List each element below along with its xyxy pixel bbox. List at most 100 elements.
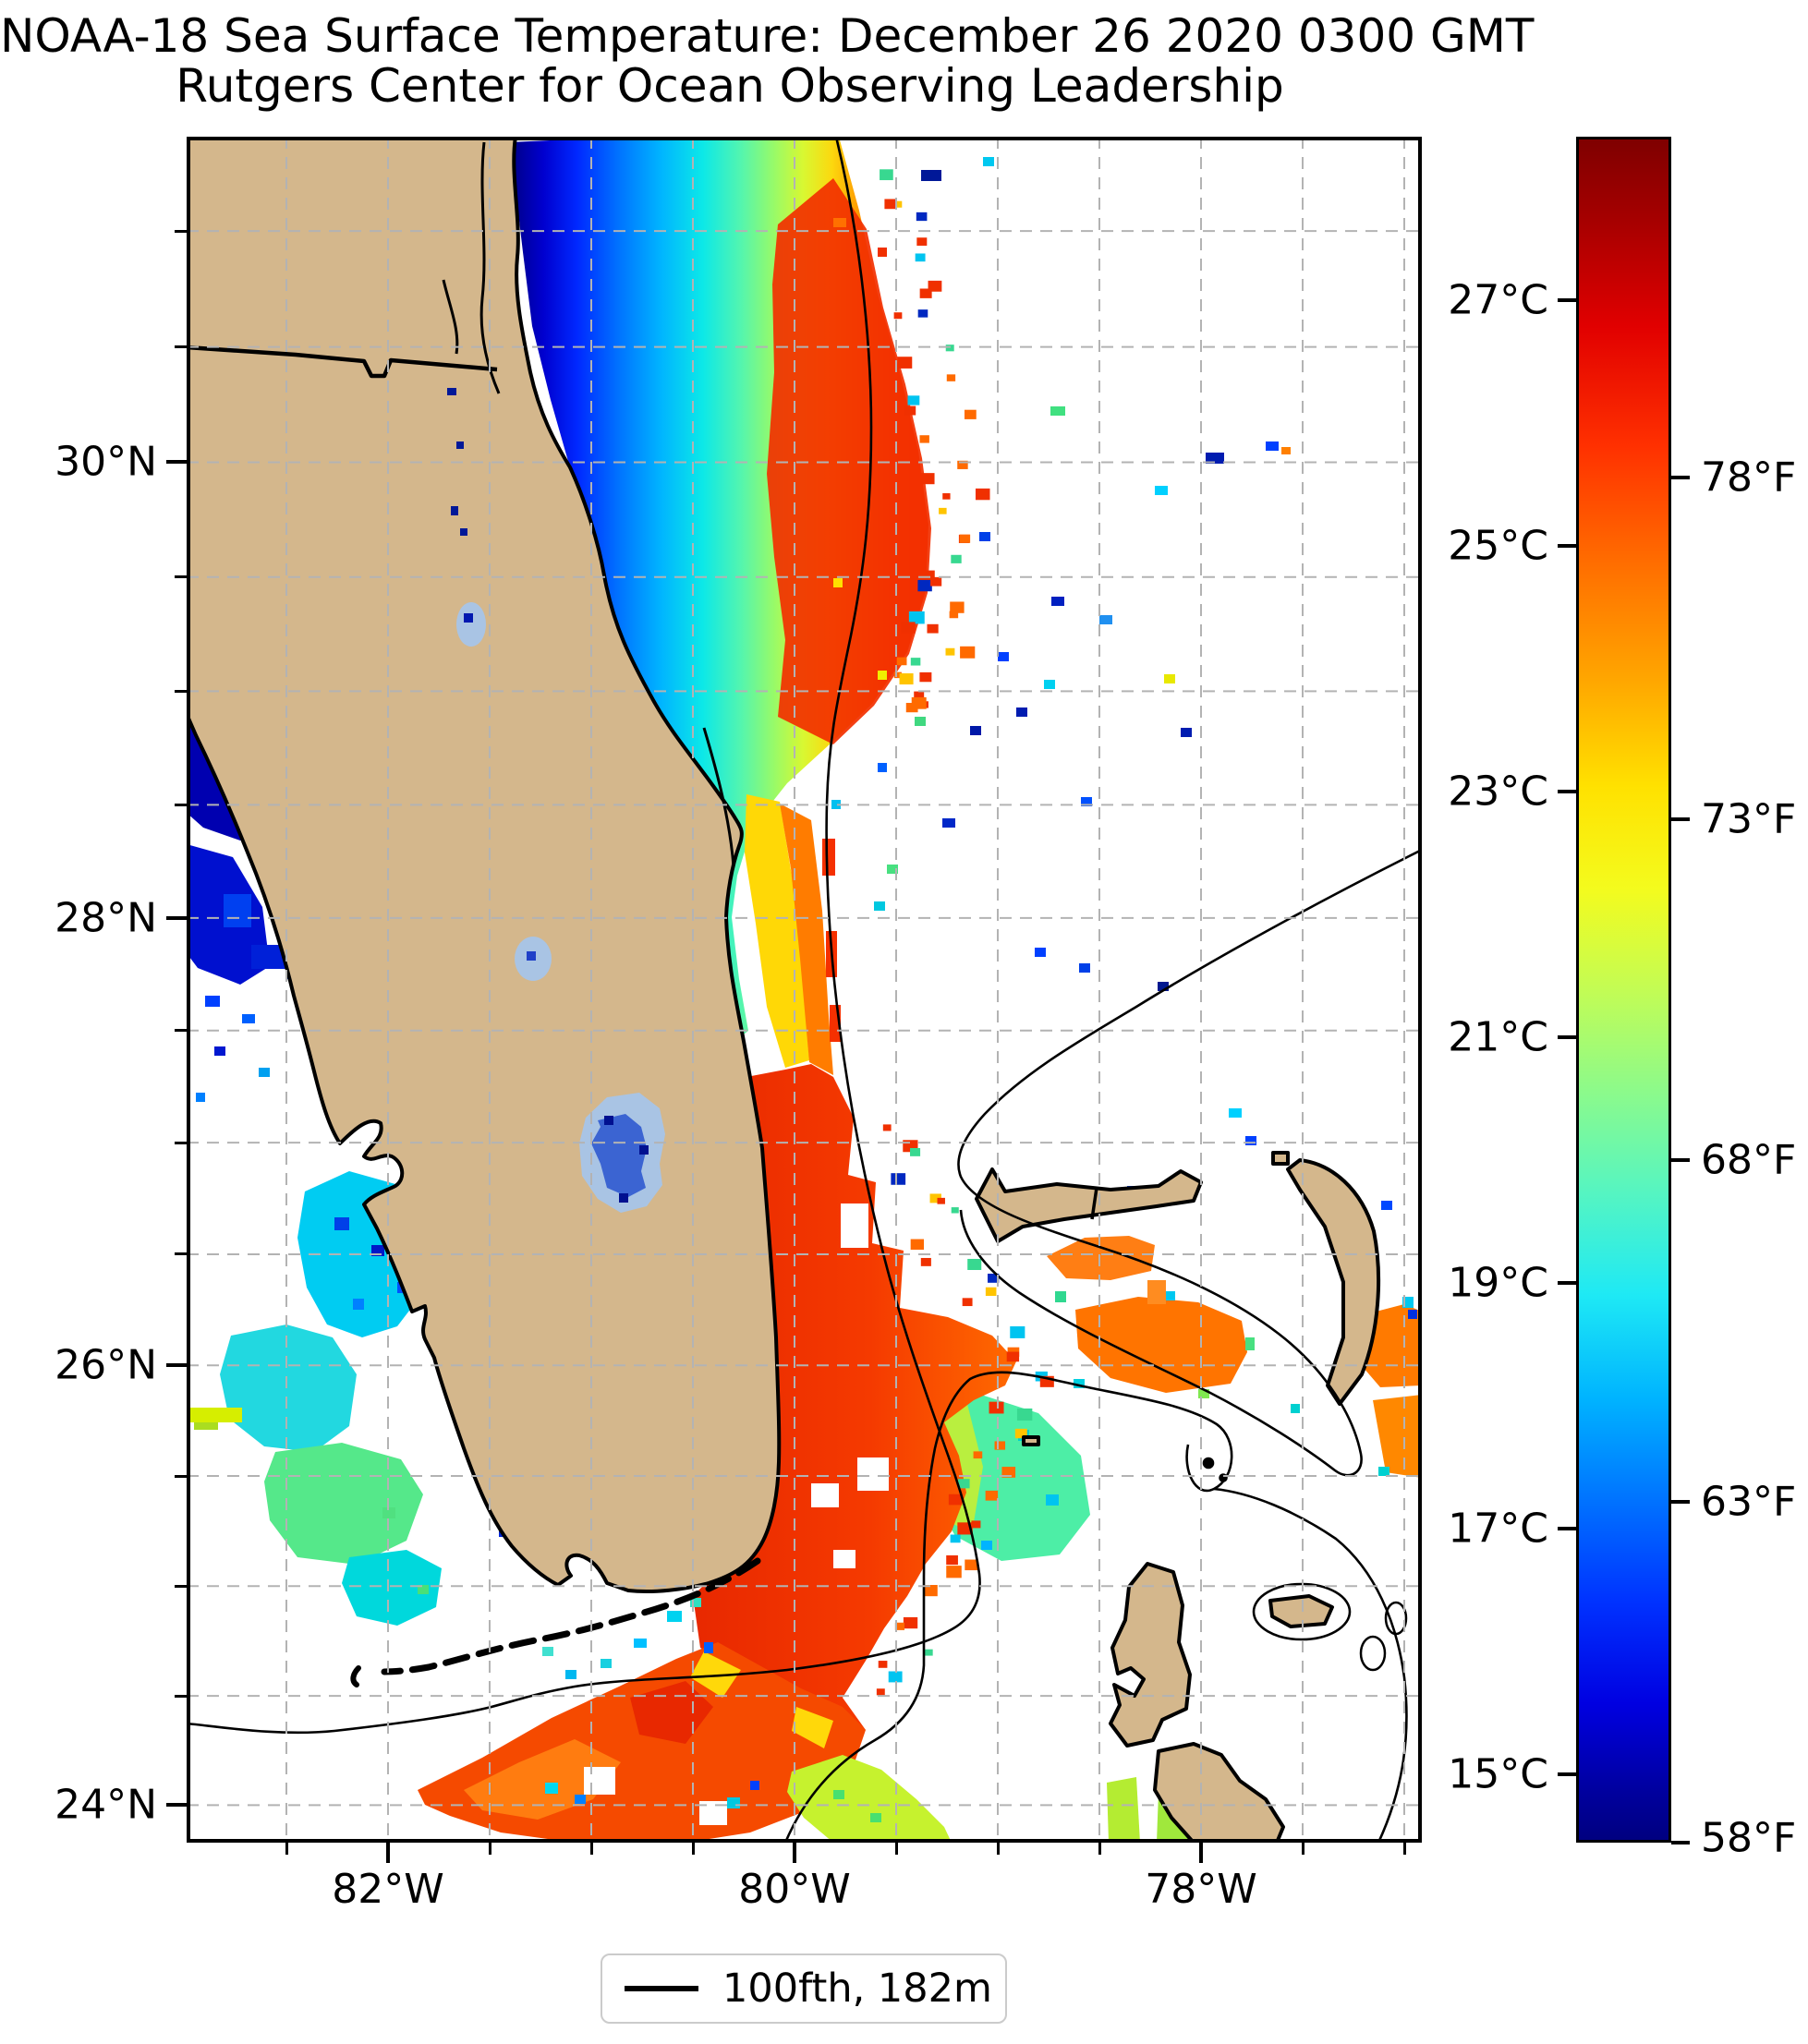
map-frame [187,137,1422,1843]
colorbar-tick-celsius [1558,790,1576,794]
y-tick-minor [175,689,187,693]
grand-bahama-island [975,1167,1203,1243]
colorbar-tick-fahrenheit [1671,1841,1690,1844]
colorbar-label-58f: 58°F [1701,1814,1797,1862]
x-tick-minor [589,1843,593,1855]
contour-tongue-of-ocean [1213,1487,1408,1843]
cay-outline-1 [1359,1635,1387,1672]
y-tick-minor [175,803,187,806]
y-tick-major [166,915,187,920]
georgia-border-line [187,345,498,379]
legend-line-sample [625,1986,698,1991]
legend-label: 100fth, 182m [722,1965,992,2012]
cay-sal-yellowgreen-patch [787,1755,952,1843]
x-tick-minor [1098,1843,1101,1855]
colorbar-tick-celsius [1558,544,1576,549]
y-tick-minor [175,1029,187,1033]
y-tick-minor [175,1252,187,1256]
right-edge-patches [1127,1186,1422,1478]
y-axis-label-28: 28°N [55,894,157,942]
colorbar-label-73f: 73°F [1701,795,1797,843]
abaco-islet [1271,1151,1290,1166]
y-tick-minor [175,1141,187,1144]
colorbar-tick-celsius [1558,298,1576,303]
florida-keys [350,1557,761,1687]
andros-island-south [1153,1742,1285,1843]
x-tick-minor [285,1843,288,1855]
andros-island-north [1109,1562,1192,1748]
graticule [187,137,1422,1843]
x-axis-label-82: 82°W [332,1866,444,1913]
colorbar-label-63f: 63°F [1701,1478,1797,1526]
gulf-stream-core [693,1064,1016,1744]
y-tick-minor [175,575,187,579]
figure-subtitle: Rutgers Center for Ocean Observing Leade… [176,59,1284,113]
contour-legend: 100fth, 182m [601,1953,1007,2024]
x-tick-minor [996,1843,1000,1855]
scattered-sst-speckles [831,157,1417,1696]
y-axis-label-26: 26°N [55,1341,157,1389]
colorbar-label-23c: 23°C [1448,768,1548,816]
y-tick-major [166,460,187,465]
colorbar-tick-celsius [1558,1527,1576,1531]
y-tick-minor [175,229,187,233]
x-tick-major [1199,1843,1203,1863]
colorbar-label-27c: 27°C [1448,276,1548,324]
colorbar-tick-celsius [1558,1035,1576,1040]
contour-little-bahama-bank [957,848,1422,1477]
southwest-shelf-patches [187,1171,536,1626]
x-tick-minor [691,1843,695,1855]
figure-title: NOAA-18 Sea Surface Temperature: Decembe… [0,9,1535,63]
lake-okeechobee-inner [591,1114,647,1197]
colorbar-tick-celsius [1558,1772,1576,1777]
colorbar-label-78f: 78°F [1701,454,1797,502]
colorbar-label-15c: 15°C [1448,1750,1548,1798]
small-lake-north [456,602,486,647]
sst-map [187,137,1422,1843]
florida-landmass [187,137,782,1593]
keys-cool-specks [418,1585,713,1679]
y-tick-major [166,1803,187,1808]
x-tick-minor [894,1843,898,1855]
colorbar-tick-fahrenheit [1671,476,1690,480]
x-axis-label-78: 78°W [1145,1866,1257,1913]
y-axis-label-24: 24°N [55,1781,157,1829]
x-tick-major [386,1843,390,1863]
y-tick-minor [175,1474,187,1478]
x-tick-minor [488,1843,491,1855]
colorbar-label-68f: 68°F [1701,1136,1797,1184]
x-tick-major [793,1843,796,1863]
indian-river-lagoon [702,727,735,867]
abaco-island [1286,1158,1381,1406]
y-tick-major [166,1363,187,1368]
colorbar-label-25c: 25°C [1448,522,1548,570]
x-tick-minor [1301,1843,1304,1855]
colorbar-tick-fahrenheit [1671,816,1690,821]
bimini-islet [1022,1435,1040,1446]
colorbar-label-17c: 17°C [1448,1505,1548,1553]
colorbar-tick-fahrenheit [1671,1499,1690,1504]
providence-channel-patches [1047,1236,1255,1398]
new-providence-island [1268,1594,1334,1628]
coastal-yellow-band [745,794,809,1068]
coastal-orange-band [780,804,833,1075]
colorbar [1576,137,1671,1843]
islet-dot [1202,1457,1215,1470]
y-tick-minor [175,1694,187,1698]
y-axis-label-30: 30°N [55,438,157,486]
intracoastal-lagoon [479,141,501,394]
y-tick-minor [175,1584,187,1588]
colorbar-tick-fahrenheit [1671,1158,1690,1163]
depth-contours [187,137,1422,1843]
x-tick-minor [1402,1843,1406,1855]
x-axis-label-80: 80°W [738,1866,851,1913]
contour-santaren-channel [783,1371,1233,1843]
key-west-hook [350,1665,361,1687]
y-tick-minor [175,345,187,349]
colorbar-tick-celsius [1558,1281,1576,1286]
colorbar-label-19c: 19°C [1448,1259,1548,1307]
colorbar-label-21c: 21°C [1448,1013,1548,1061]
land-layer [187,137,1408,1843]
lakes-layer [447,388,665,1213]
